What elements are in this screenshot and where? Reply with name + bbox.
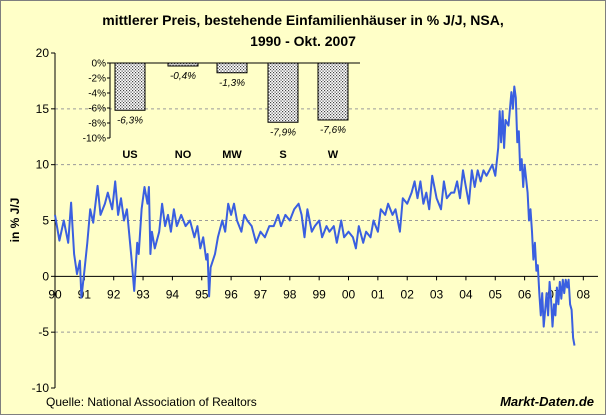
y-tick-label: 5: [42, 214, 49, 228]
inset-bar-chart: 0% -2% -4% -6% -8% -10% -6,3% US -0,4% NO -1,3% MW -…: [83, 59, 360, 161]
inset-y-tick-label: -6%: [88, 104, 106, 115]
x-tick-label: 01: [371, 287, 385, 301]
inset-bar-value-label: -0,4%: [170, 71, 196, 82]
y-tick-label: 20: [36, 46, 50, 60]
x-tick-label: 94: [166, 287, 180, 301]
x-tick-label: 03: [430, 287, 444, 301]
chart-title-line1: mittlerer Preis, bestehende Einfamilienh…: [102, 12, 504, 28]
x-tick-label: 98: [283, 287, 297, 301]
y-tick-label: -5: [38, 325, 49, 339]
inset-category-label: W: [328, 149, 339, 161]
inset-category-label: US: [122, 149, 137, 161]
inset-y-tick-label: -4%: [88, 89, 106, 100]
x-tick-label: 06: [518, 287, 532, 301]
x-tick-label: 95: [195, 287, 209, 301]
inset-y-tick-label: 0%: [92, 59, 107, 70]
x-tick-label: 93: [136, 287, 150, 301]
y-tick-label: 0: [42, 269, 49, 283]
y-tick-label: 10: [36, 158, 50, 172]
inset-category-label: NO: [175, 149, 192, 161]
x-tick-label: 08: [577, 287, 591, 301]
axes-layer: 20 15 10 5 0 -5 -10 90 91 92 93 94 95 96 97 98 99 00 01 02 0…: [32, 46, 598, 395]
x-tick-label: 04: [459, 287, 473, 301]
x-tick-label: 02: [401, 287, 415, 301]
inset-bar-value-label: -7,9%: [270, 127, 296, 138]
inset-category-label: S: [279, 149, 286, 161]
inset-y-tick-label: -2%: [88, 74, 106, 85]
inset-category-label: MW: [222, 149, 242, 161]
inset-bar-value-label: -7,6%: [320, 125, 346, 136]
x-tick-label: 97: [254, 287, 268, 301]
x-tick-label: 05: [489, 287, 503, 301]
y-tick-label: -10: [32, 381, 50, 395]
inset-bar: [317, 62, 349, 121]
inset-y-tick-label: -10%: [83, 134, 106, 145]
inset-bar-value-label: -1,3%: [219, 78, 245, 89]
series-layer: [54, 85, 576, 346]
source-note: Quelle: National Association of Realtors: [46, 395, 257, 409]
series-line: [54, 85, 576, 346]
brand-label: Markt-Daten.de: [500, 394, 594, 409]
x-tick-label: 00: [342, 287, 356, 301]
chart-title-line2: 1990 - Okt. 2007: [250, 33, 356, 49]
x-tick-label: 90: [48, 287, 62, 301]
x-tick-label: 92: [107, 287, 121, 301]
y-axis-label: in % J/J: [8, 198, 22, 243]
inset-bar: [114, 62, 146, 111]
y-tick-label: 15: [36, 102, 50, 116]
x-tick-label: 99: [312, 287, 326, 301]
inset-bar: [216, 62, 248, 74]
x-tick-label: 96: [224, 287, 238, 301]
x-tick-label: 91: [78, 287, 92, 301]
inset-y-tick-label: -8%: [88, 119, 106, 130]
inset-bar-value-label: -6,3%: [117, 115, 143, 126]
inset-bar: [267, 62, 299, 123]
